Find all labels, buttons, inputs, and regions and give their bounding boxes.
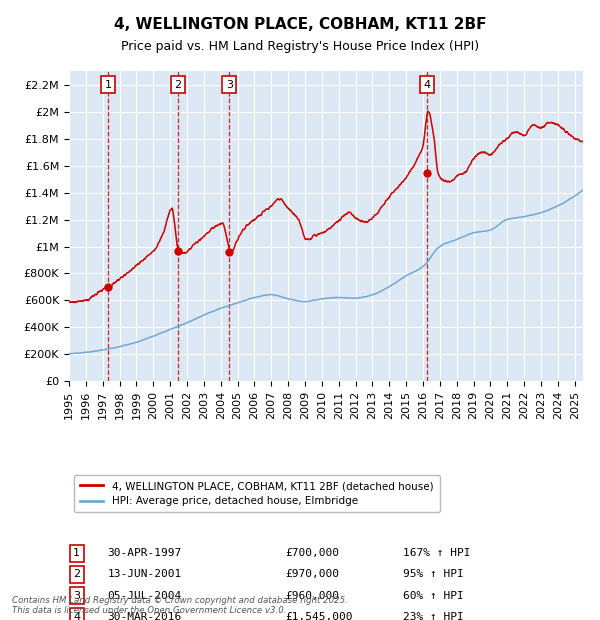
Text: 60% ↑ HPI: 60% ↑ HPI	[403, 590, 464, 601]
Text: 23% ↑ HPI: 23% ↑ HPI	[403, 611, 464, 620]
Text: 95% ↑ HPI: 95% ↑ HPI	[403, 569, 464, 580]
Text: 167% ↑ HPI: 167% ↑ HPI	[403, 548, 471, 559]
Text: 3: 3	[73, 590, 80, 601]
Text: £700,000: £700,000	[285, 548, 339, 559]
Text: 4: 4	[73, 611, 80, 620]
Text: 2: 2	[73, 569, 80, 580]
Legend: 4, WELLINGTON PLACE, COBHAM, KT11 2BF (detached house), HPI: Average price, deta: 4, WELLINGTON PLACE, COBHAM, KT11 2BF (d…	[74, 475, 440, 513]
Text: 13-JUN-2001: 13-JUN-2001	[107, 569, 182, 580]
Text: 1: 1	[105, 80, 112, 90]
Text: 30-MAR-2016: 30-MAR-2016	[107, 611, 182, 620]
Text: Contains HM Land Registry data © Crown copyright and database right 2025.
This d: Contains HM Land Registry data © Crown c…	[12, 596, 348, 615]
Text: Price paid vs. HM Land Registry's House Price Index (HPI): Price paid vs. HM Land Registry's House …	[121, 40, 479, 53]
Text: £1,545,000: £1,545,000	[285, 611, 352, 620]
Text: £970,000: £970,000	[285, 569, 339, 580]
Text: 4, WELLINGTON PLACE, COBHAM, KT11 2BF: 4, WELLINGTON PLACE, COBHAM, KT11 2BF	[114, 17, 486, 32]
Text: 05-JUL-2004: 05-JUL-2004	[107, 590, 182, 601]
Text: 2: 2	[174, 80, 181, 90]
Text: 30-APR-1997: 30-APR-1997	[107, 548, 182, 559]
Text: 4: 4	[424, 80, 431, 90]
Text: £960,000: £960,000	[285, 590, 339, 601]
Text: 3: 3	[226, 80, 233, 90]
Text: 1: 1	[73, 548, 80, 559]
